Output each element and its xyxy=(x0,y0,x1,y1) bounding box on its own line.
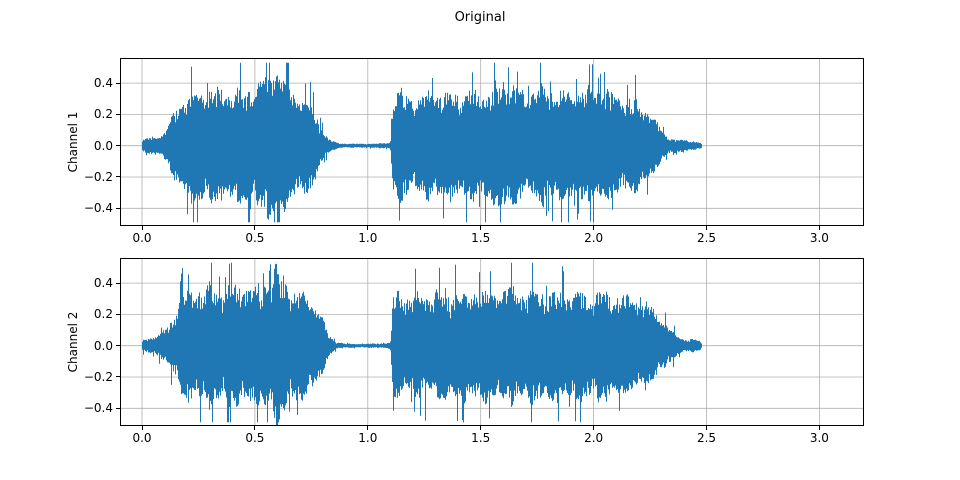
x-tick-mark xyxy=(706,426,708,430)
waveform-plot-area xyxy=(121,59,863,225)
x-tick-mark xyxy=(706,226,708,230)
axes-channel-2 xyxy=(120,258,864,426)
y-tick-mark xyxy=(116,282,120,284)
y-tick-label: 0.2 xyxy=(93,107,113,122)
figure-title: Original xyxy=(454,10,506,25)
y-tick-label: −0.4 xyxy=(83,201,113,216)
x-tick-label: 2.0 xyxy=(584,431,604,445)
x-tick-mark xyxy=(254,426,256,430)
x-tick-label: 1.5 xyxy=(471,431,491,445)
y-tick-label: −0.2 xyxy=(83,369,113,384)
axes-channel-1 xyxy=(120,58,864,226)
x-tick-label: 0.0 xyxy=(132,231,152,245)
y-axis-label-channel-2: Channel 2 xyxy=(66,311,80,373)
x-tick-label: 0.5 xyxy=(245,231,265,245)
y-tick-mark xyxy=(116,176,120,178)
x-tick-label: 2.0 xyxy=(584,231,604,245)
x-tick-label: 1.5 xyxy=(471,231,491,245)
waveform-trace xyxy=(142,262,702,425)
x-tick-label: 1.0 xyxy=(358,431,378,445)
y-tick-mark xyxy=(116,113,120,115)
x-tick-mark xyxy=(818,426,820,430)
x-tick-mark xyxy=(593,426,595,430)
y-tick-label: 0.0 xyxy=(93,138,113,153)
y-tick-mark xyxy=(116,407,120,409)
y-tick-mark xyxy=(116,313,120,315)
x-tick-mark xyxy=(818,226,820,230)
x-tick-mark xyxy=(141,226,143,230)
x-tick-label: 1.0 xyxy=(358,231,378,245)
x-tick-mark xyxy=(480,226,482,230)
x-tick-mark xyxy=(367,426,369,430)
y-tick-label: 0.0 xyxy=(93,338,113,353)
y-tick-label: 0.2 xyxy=(93,307,113,322)
x-tick-mark xyxy=(141,426,143,430)
y-tick-label: 0.4 xyxy=(93,276,113,291)
x-tick-mark xyxy=(593,226,595,230)
y-tick-mark xyxy=(116,82,120,84)
y-tick-label: 0.4 xyxy=(93,76,113,91)
x-tick-label: 0.5 xyxy=(245,431,265,445)
x-tick-mark xyxy=(254,226,256,230)
x-tick-label: 2.5 xyxy=(696,431,717,445)
x-tick-mark xyxy=(480,426,482,430)
x-tick-mark xyxy=(367,226,369,230)
x-tick-label: 3.0 xyxy=(809,231,829,245)
x-tick-label: 3.0 xyxy=(809,431,829,445)
y-tick-label: −0.4 xyxy=(83,401,113,416)
x-tick-label: 2.5 xyxy=(696,231,717,245)
y-tick-mark xyxy=(116,345,120,347)
x-tick-label: 0.0 xyxy=(132,431,152,445)
y-tick-mark xyxy=(116,207,120,209)
y-tick-mark xyxy=(116,376,120,378)
waveform-trace xyxy=(142,62,702,223)
y-tick-label: −0.2 xyxy=(83,169,113,184)
y-tick-mark xyxy=(116,145,120,147)
waveform-plot-area xyxy=(121,259,863,425)
